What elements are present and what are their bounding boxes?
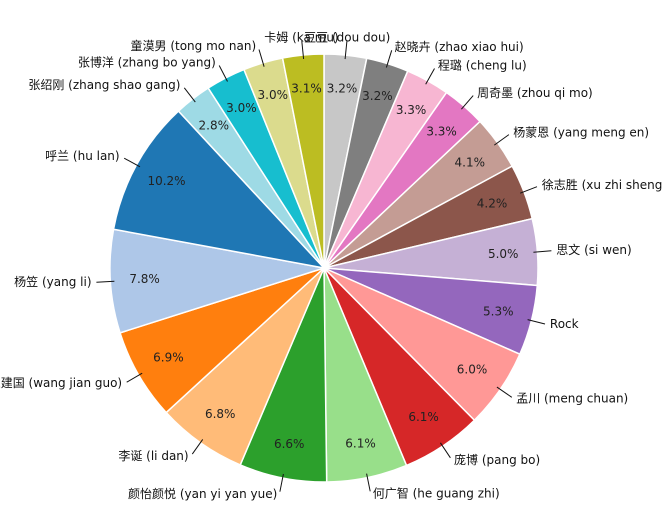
leader-line	[218, 65, 228, 82]
slice-labels: 豆豆 (dou dou) 赵晓卉 (zhao xiao hui) 程璐 (cheng…	[0, 31, 662, 502]
slice-label: 庞博 (pang bo)	[454, 452, 540, 467]
slice-label: 孟川 (meng chuan)	[516, 392, 628, 406]
percent-label: 5.3%	[483, 305, 514, 319]
percent-label: 3.0%	[258, 88, 289, 102]
leader-line	[494, 134, 510, 146]
leader-line	[496, 386, 513, 398]
leader-line	[461, 95, 474, 110]
percent-label: 2.8%	[199, 119, 230, 133]
slice-label: 程璐 (cheng lu)	[438, 57, 527, 72]
leader-line	[279, 473, 284, 492]
slice-label: 徐志胜 (xu zhi sheng)	[542, 177, 662, 192]
slice-label: 张博洋 (zhang bo yang)	[78, 54, 216, 69]
slice-label: 周奇墨 (zhou qi mo)	[477, 86, 593, 100]
percent-label: 4.2%	[477, 196, 508, 210]
leader-line	[301, 41, 305, 60]
leader-line	[96, 280, 115, 283]
leader-line	[258, 49, 265, 67]
slice-label: 呼兰 (hu lan)	[45, 149, 120, 163]
percent-label: 6.0%	[457, 363, 488, 377]
slice-label: 豆豆 (dou dou)	[304, 31, 390, 45]
leader-line	[366, 473, 371, 492]
leader-line	[191, 439, 204, 455]
percent-label: 5.0%	[488, 247, 519, 261]
slice-label: 李诞 (li dan)	[118, 448, 188, 463]
percent-label: 4.1%	[455, 155, 486, 169]
leader-line	[183, 87, 196, 103]
slice-label: 颜怡颜悦 (yan yi yan yue)	[128, 486, 277, 501]
leader-line	[126, 372, 143, 383]
leader-line	[123, 157, 141, 168]
slice-label: 赵晓卉 (zhao xiao hui)	[395, 40, 524, 54]
slice-label: 卡姆 (ka mu)	[264, 31, 338, 45]
percent-label: 3.2%	[362, 89, 393, 103]
slice-label: 王建国 (wang jian guo)	[0, 376, 122, 390]
percent-label: 3.3%	[396, 103, 427, 117]
percent-label: 10.2%	[147, 174, 185, 188]
percent-label: 7.8%	[129, 272, 160, 286]
leader-line	[425, 68, 435, 85]
percent-labels: 3.2%3.2%3.3%3.3%4.1%4.2%5.0%5.3%6.0%6.1%…	[129, 82, 518, 451]
leader-line	[344, 41, 348, 60]
percent-label: 6.9%	[153, 351, 184, 365]
leader-lines	[96, 41, 552, 492]
leader-line	[385, 50, 393, 68]
percent-label: 6.8%	[205, 407, 236, 421]
percent-label: 6.1%	[408, 410, 439, 424]
leader-line	[527, 319, 546, 325]
leader-line	[439, 442, 451, 459]
pie-slices	[109, 53, 539, 483]
leader-line	[533, 250, 552, 253]
percent-label: 3.3%	[426, 125, 457, 139]
slice-label: 思文 (si wen)	[556, 242, 631, 257]
percent-label: 3.0%	[226, 101, 257, 115]
slice-label: 杨蒙恩 (yang meng en)	[513, 124, 649, 139]
slice-label: Rock	[550, 317, 579, 331]
percent-label: 6.1%	[345, 437, 376, 451]
percent-label: 3.1%	[291, 82, 322, 96]
percent-label: 3.2%	[327, 82, 358, 96]
slice-label: 杨笠 (yang li)	[14, 274, 91, 289]
leader-line	[520, 186, 538, 194]
slice-label: 何广智 (he guang zhi)	[373, 486, 500, 501]
slice-label: 张绍刚 (zhang shao gang)	[28, 78, 180, 92]
percent-label: 6.6%	[274, 437, 305, 451]
slice-label: 童漠男 (tong mo nan)	[131, 38, 257, 53]
